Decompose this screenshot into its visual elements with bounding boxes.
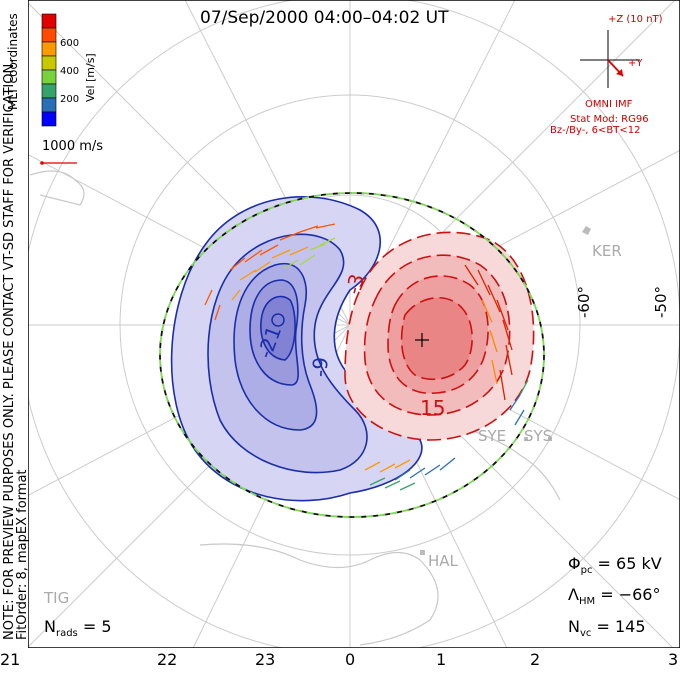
- lat-label-60: -60°: [575, 286, 593, 318]
- mlt-tick-0: 0: [345, 650, 356, 669]
- colorbar-tick-400: 400: [60, 66, 80, 77]
- stat-lambda-symbol: ΛHM =: [568, 585, 619, 608]
- stat-nvc-symbol: Nvc =: [568, 617, 615, 640]
- stat-n-rads: Nrads = 5: [44, 617, 112, 639]
- stat-nrads-value: 5: [101, 617, 112, 636]
- site-ker: KER: [592, 242, 622, 260]
- reference-vector: [40, 161, 77, 165]
- mlt-tick-2: 2: [530, 650, 541, 669]
- site-tig: TIG: [44, 589, 70, 607]
- contour-label-d: 15: [420, 396, 446, 420]
- imf-bins: Bz-/By-, 6<BT<12: [550, 125, 641, 136]
- site-hal: HAL: [428, 552, 458, 570]
- coastline: [29, 170, 561, 646]
- map-title: 07/Sep/2000 04:00–04:02 UT: [200, 8, 449, 28]
- mlt-tick-3: 3: [668, 650, 679, 669]
- colorbar-label: Vel [m/s]: [84, 53, 97, 102]
- mlt-tick-23: 23: [255, 650, 276, 669]
- stat-nrads-symbol: Nrads =: [44, 617, 102, 640]
- imf-clock: [580, 30, 640, 88]
- imf-by-label: +Y: [628, 58, 643, 69]
- reference-vector-label: 1000 m/s: [42, 139, 104, 154]
- stat-phi-pc: Φpc = 65 kV: [568, 554, 662, 576]
- lat-label-50: -50°: [652, 286, 670, 318]
- stat-phi-value: 65 kV: [616, 554, 662, 573]
- mlt-tick-21: 21: [0, 650, 21, 669]
- site-markers: [420, 226, 591, 555]
- fit-order-note: FitOrder: 8, mapEX format: [15, 469, 30, 640]
- stat-n-vc: Nvc = 145: [568, 617, 646, 639]
- site-sys: SYS: [524, 427, 553, 445]
- colorbar-tick-600: 600: [60, 38, 80, 49]
- stat-nvc-value: 145: [614, 617, 646, 636]
- convection-cells: [170, 196, 535, 502]
- stat-phi-symbol: Φpc =: [568, 554, 617, 577]
- imf-bz-label: +Z (10 nT): [608, 14, 663, 25]
- stat-lambda-hm: ΛHM = −66°: [568, 585, 660, 607]
- velocity-vectors: [204, 223, 529, 491]
- colorbar-tick-200: 200: [60, 94, 80, 105]
- imf-source: OMNI IMF: [585, 99, 633, 110]
- mlt-tick-22: 22: [157, 650, 178, 669]
- imf-model: Stat Mod: RG96: [570, 114, 649, 125]
- stat-lambda-value: −66°: [618, 585, 661, 604]
- velocity-colorbar: [41, 13, 57, 127]
- site-sye: SYE: [478, 427, 507, 445]
- contour-label-c: -9: [307, 356, 333, 378]
- mlt-tick-1: 1: [436, 650, 447, 669]
